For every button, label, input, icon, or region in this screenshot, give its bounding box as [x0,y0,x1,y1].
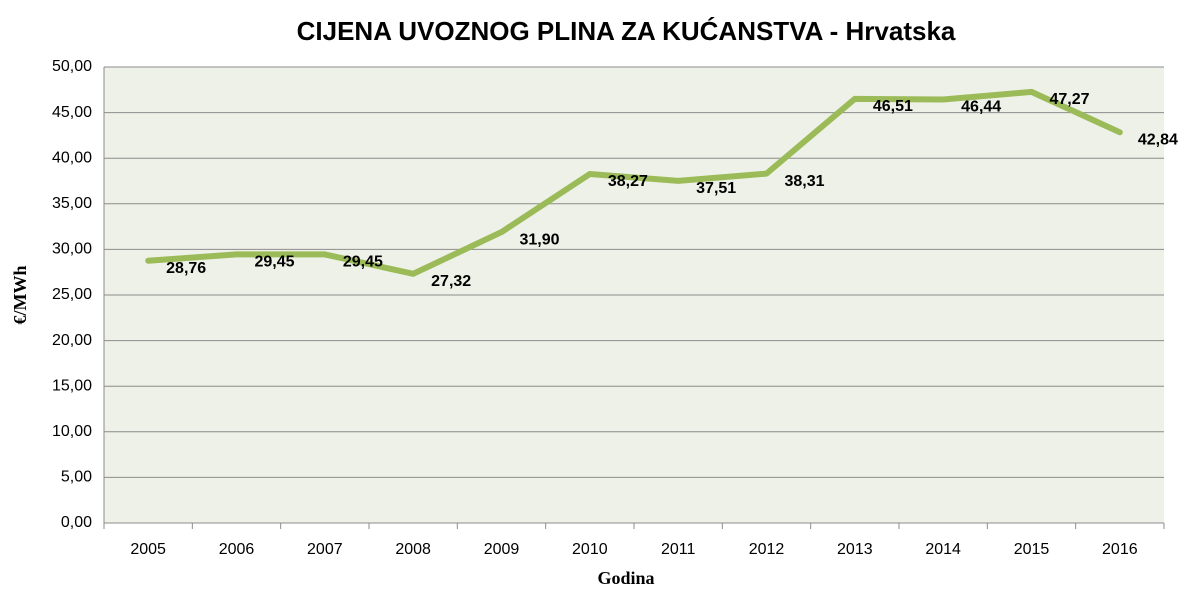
x-tick-label: 2005 [130,541,166,558]
y-tick-label: 10,00 [52,423,92,440]
data-label: 28,76 [166,260,206,277]
x-tick-label: 2006 [219,541,255,558]
y-tick-label: 45,00 [52,104,92,121]
data-label: 46,44 [961,99,1001,116]
data-label: 29,45 [255,254,295,271]
x-tick-label: 2014 [925,541,961,558]
x-tick-label: 2011 [661,541,696,558]
x-tick-label: 2016 [1102,541,1138,558]
x-tick-label: 2007 [307,541,343,558]
data-label: 37,51 [696,180,736,197]
chart-title: CIJENA UVOZNOG PLINA ZA KUĆANSTVA - Hrva… [297,16,956,46]
x-tick-label: 2012 [749,541,785,558]
y-tick-label: 0,00 [61,514,92,531]
x-tick-label: 2015 [1014,541,1050,558]
data-label: 47,27 [1050,91,1090,108]
y-axis-label: €/MWh [10,265,30,324]
data-label: 46,51 [873,98,913,115]
y-tick-label: 15,00 [52,377,92,394]
data-label: 42,84 [1138,132,1178,149]
y-tick-label: 5,00 [61,469,92,486]
y-tick-label: 30,00 [52,241,92,258]
y-tick-label: 25,00 [52,286,92,303]
line [145,88,1123,277]
x-tick-label: 2010 [572,541,608,558]
data-label: 31,90 [520,231,560,248]
y-tick-label: 50,00 [52,58,92,75]
data-label: 38,31 [785,173,825,190]
x-tick-label: 2013 [837,541,873,558]
data-label: 29,45 [343,254,383,271]
x-tick-label: 2009 [484,541,520,558]
data-label: 38,27 [608,173,648,190]
x-tick-label: 2008 [395,541,431,558]
y-tick-label: 40,00 [52,149,92,166]
data-label: 27,32 [431,273,471,290]
x-axis-label: Godina [597,568,654,588]
y-tick-label: 35,00 [52,195,92,212]
y-tick-label: 20,00 [52,332,92,349]
